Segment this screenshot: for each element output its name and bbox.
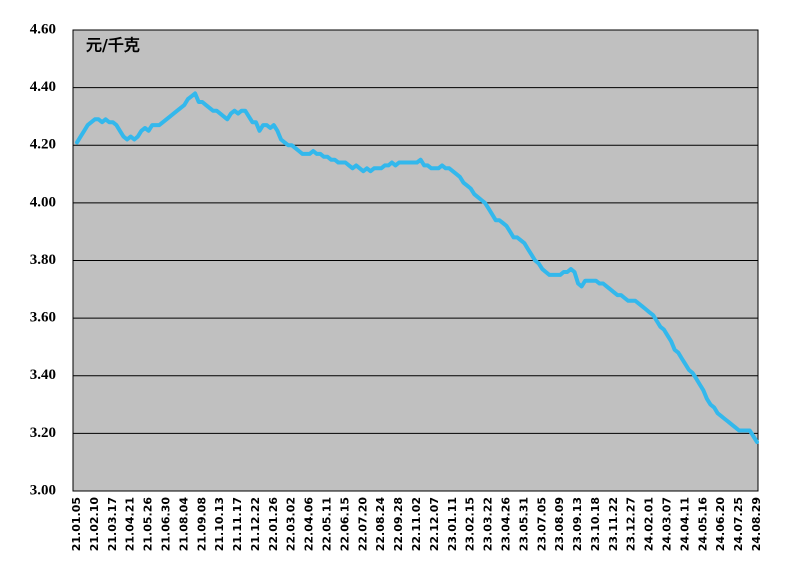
x-tick-label: 21.04.21 — [124, 497, 137, 551]
y-tick-label: 3.40 — [30, 367, 56, 383]
x-tick-label: 22.01.26 — [267, 497, 280, 552]
x-tick-label: 23.03.22 — [482, 497, 495, 551]
x-tick-label: 21.09.08 — [195, 497, 208, 551]
x-tick-label: 21.12.22 — [249, 497, 262, 551]
x-tick-label: 22.06.15 — [338, 497, 351, 551]
x-tick-label: 24.06.20 — [714, 497, 727, 552]
y-tick-label: 3.20 — [30, 425, 56, 441]
x-tick-label: 23.07.05 — [535, 497, 548, 551]
x-tick-label: 23.05.31 — [517, 497, 530, 551]
x-tick-label: 24.08.29 — [750, 497, 763, 551]
unit-label: 元/千克 — [86, 36, 140, 55]
x-tick-label: 21.06.30 — [159, 497, 172, 552]
x-tick-label: 21.01.05 — [70, 497, 83, 551]
y-tick-label: 3.00 — [30, 482, 56, 498]
x-tick-label: 21.02.10 — [88, 497, 101, 552]
x-tick-label: 24.05.16 — [696, 497, 709, 552]
x-tick-label: 21.03.17 — [106, 497, 119, 551]
y-tick-label: 4.40 — [30, 79, 56, 95]
x-tick-label: 22.09.28 — [392, 497, 405, 551]
y-tick-label: 4.60 — [30, 21, 56, 37]
x-tick-label: 23.10.18 — [589, 497, 602, 551]
x-tick-label: 24.02.01 — [643, 497, 656, 551]
x-tick-label: 22.05.11 — [321, 497, 334, 551]
x-tick-label: 23.11.22 — [607, 497, 620, 551]
x-tick-label: 23.02.15 — [464, 497, 477, 551]
y-tick-label: 4.00 — [30, 194, 56, 210]
x-tick-label: 23.12.27 — [625, 497, 638, 551]
x-tick-label: 22.03.02 — [285, 497, 298, 551]
x-tick-label: 22.11.02 — [410, 497, 423, 551]
x-tick-label: 21.08.04 — [177, 497, 190, 552]
x-tick-label: 23.04.26 — [499, 497, 512, 552]
y-tick-label: 4.20 — [30, 137, 56, 153]
y-tick-label: 3.60 — [30, 310, 56, 326]
x-tick-label: 21.05.26 — [142, 497, 155, 552]
x-tick-label: 23.01.11 — [446, 497, 459, 551]
x-tick-label: 21.10.13 — [213, 497, 226, 551]
x-tick-label: 22.04.06 — [303, 497, 316, 552]
x-tick-label: 23.09.13 — [571, 497, 584, 551]
y-tick-label: 3.80 — [30, 252, 56, 268]
x-tick-label: 22.07.20 — [356, 497, 369, 552]
x-tick-label: 22.08.24 — [374, 497, 387, 552]
x-tick-label: 21.11.17 — [231, 497, 244, 551]
data-line — [75, 91, 759, 444]
x-tick-label: 24.04.11 — [678, 497, 691, 551]
x-tick-label: 23.08.09 — [553, 497, 566, 551]
x-tick-label: 22.12.07 — [428, 497, 441, 551]
x-tick-label: 24.03.07 — [661, 497, 674, 551]
x-tick-label: 24.07.25 — [732, 497, 745, 551]
